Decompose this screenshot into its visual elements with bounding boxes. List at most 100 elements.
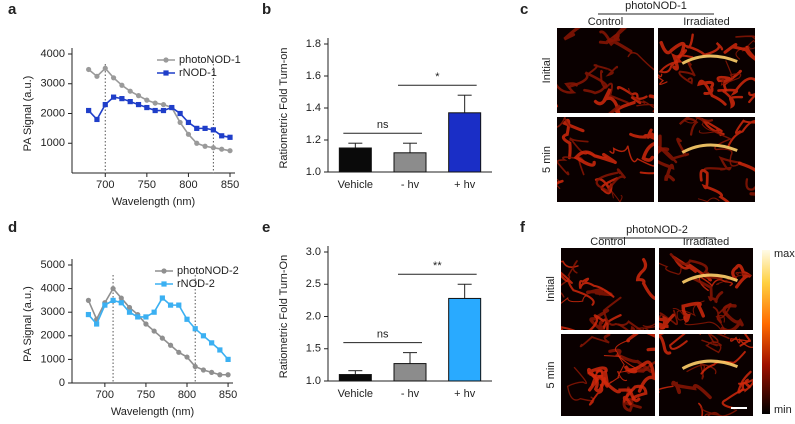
vessel <box>701 339 722 354</box>
marker <box>217 347 223 353</box>
marker <box>200 333 207 339</box>
vessel <box>707 334 730 344</box>
vessel <box>658 147 675 182</box>
marker <box>94 116 100 123</box>
vessel <box>561 271 595 306</box>
vessel <box>636 323 655 330</box>
image <box>561 248 655 330</box>
marker <box>184 316 190 322</box>
vessel <box>561 326 575 330</box>
vessel <box>622 384 648 406</box>
column-label: Control <box>588 16 623 28</box>
y-tick-label: 2000 <box>41 107 65 119</box>
y-tick-label: 1000 <box>41 137 65 149</box>
vessel <box>745 178 755 191</box>
marker <box>185 131 192 137</box>
vessel <box>626 334 655 352</box>
marker <box>110 75 117 81</box>
y-axis-label: Ratiometric Fold Turn-On <box>278 255 290 378</box>
marker <box>160 101 167 108</box>
vessel <box>721 378 753 410</box>
significance-label: ns <box>377 119 389 131</box>
vessel <box>578 277 615 298</box>
y-tick-label: 1000 <box>41 353 65 365</box>
image-background <box>561 248 655 330</box>
y-tick-label: 1.0 <box>306 375 321 387</box>
y-tick-label: 4000 <box>41 283 65 295</box>
y-tick-label: 5000 <box>41 259 65 271</box>
vessel <box>573 150 617 167</box>
vessel <box>692 277 724 304</box>
x-tick-label: 700 <box>96 389 114 401</box>
series-line <box>87 296 229 360</box>
y-axis-label: Ratiometric Fold Turn-on <box>278 47 290 168</box>
y-tick-label: 2.0 <box>306 310 321 322</box>
legend-label: photoNOD-2 <box>177 265 239 277</box>
marker <box>192 363 198 370</box>
legend-label: rNOD-2 <box>177 278 215 290</box>
marker <box>225 372 231 378</box>
vessel <box>669 334 701 350</box>
y-axis-label: PA Signal (a.u.) <box>22 286 34 362</box>
vessel <box>703 156 742 171</box>
marker <box>219 133 225 139</box>
y-tick-label: 3000 <box>41 78 65 90</box>
vessel <box>561 259 579 298</box>
vessel <box>557 156 585 176</box>
image-title: photoNOD-2 <box>626 224 688 236</box>
vessel <box>699 169 730 202</box>
marker <box>135 314 141 320</box>
vessel <box>730 336 753 348</box>
bar <box>448 297 482 382</box>
marker <box>102 302 108 308</box>
marker <box>219 146 225 152</box>
vessel <box>609 145 654 167</box>
vessel <box>722 90 744 109</box>
vessel <box>681 301 705 323</box>
marker <box>143 321 149 327</box>
marker <box>176 302 182 308</box>
vessel <box>627 51 654 71</box>
vessel <box>716 69 742 92</box>
image-background <box>658 28 755 113</box>
vessel <box>723 334 752 347</box>
marker <box>185 119 192 126</box>
vessel <box>629 128 654 140</box>
vessel <box>727 119 755 147</box>
y-tick-label: 1.6 <box>306 70 321 82</box>
vessel <box>568 71 608 95</box>
legend-marker <box>161 268 167 274</box>
image <box>561 334 655 416</box>
significance-label: ns <box>377 329 389 341</box>
vessel <box>712 302 732 324</box>
marker <box>126 304 133 311</box>
marker <box>135 101 142 108</box>
vessel <box>697 197 720 202</box>
vessel <box>714 131 739 167</box>
marker <box>202 125 208 131</box>
marker <box>176 349 182 355</box>
x-tick-label: 850 <box>219 389 237 401</box>
image-title: photoNOD-1 <box>625 0 687 12</box>
vessel <box>623 360 655 393</box>
row-label: 5 min <box>545 362 557 389</box>
marker <box>144 97 150 103</box>
legend-marker <box>163 57 169 63</box>
column-label: Control <box>590 236 625 248</box>
legend-marker <box>161 281 167 287</box>
marker <box>86 66 92 73</box>
marker <box>119 82 125 88</box>
y-tick-label: 2000 <box>41 330 65 342</box>
x-tick-label: 850 <box>221 179 239 191</box>
image <box>659 334 753 416</box>
marker <box>86 107 92 114</box>
bright-signal <box>681 359 739 370</box>
y-tick-label: 1.5 <box>306 343 321 355</box>
marker <box>210 145 216 151</box>
vessel <box>557 82 578 94</box>
marker <box>152 107 158 114</box>
marker <box>143 314 149 320</box>
vessel <box>563 28 581 41</box>
image <box>557 117 654 202</box>
